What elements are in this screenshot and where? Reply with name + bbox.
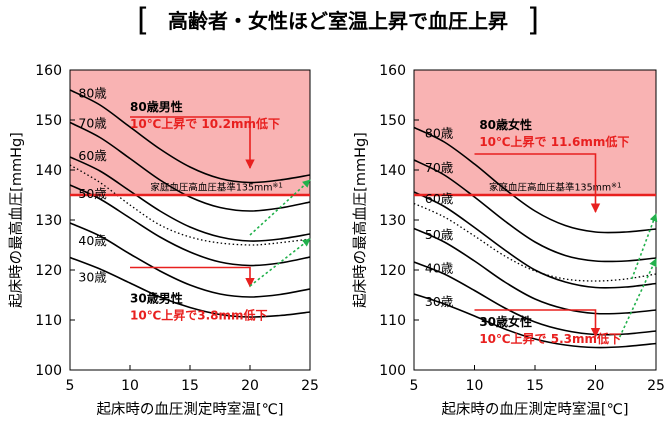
drop-arrow-2 <box>130 266 255 288</box>
chart-panel-2: 家庭血圧高血圧基準135mm※1 80歳 70歳 60歳 50歳 40歳 30歳 80歳女性 1… <box>352 63 664 418</box>
series-line-6 <box>414 293 656 349</box>
threshold-label: 家庭血圧高血圧基準135mm※1 <box>150 182 282 194</box>
y-tick-label-6: 150 <box>379 113 406 129</box>
age-label-3: 60歳 <box>425 191 454 206</box>
series-line-5 <box>414 261 656 336</box>
series-line-3 <box>70 156 310 242</box>
age-label-3: 60歳 <box>78 148 107 163</box>
annotation-value-1: 10℃上昇で 10.2mm低下 <box>130 116 280 131</box>
title-bracket-left: [ <box>137 2 149 38</box>
x-tick-label-2: 10 <box>121 378 139 394</box>
series-group <box>70 89 310 318</box>
series-line-4 <box>70 184 310 267</box>
x-tick-label-4: 20 <box>587 378 605 394</box>
series-line-dotted <box>70 164 310 246</box>
annotation-label-2: 30歳男性 <box>130 291 183 306</box>
series-line-3 <box>414 191 656 289</box>
y-tick-label-2: 110 <box>379 313 406 329</box>
threshold-note: ※1 <box>611 182 621 190</box>
y-tick-label-7: 160 <box>35 63 62 79</box>
drop-arrow-2 <box>474 309 601 338</box>
y-tick-label-5: 140 <box>379 163 406 179</box>
rise-arrow-1 <box>618 258 657 338</box>
series-line-1 <box>414 126 656 234</box>
age-label-4: 50歳 <box>425 227 454 242</box>
x-tick-label-3: 15 <box>526 378 544 394</box>
threshold-note: ※1 <box>273 182 283 190</box>
hypertension-zone <box>414 70 656 195</box>
chart-panel-1: 家庭血圧高血圧基準135mm※1 80歳 70歳 60歳 50歳 40歳 30歳 80歳男性 1… <box>8 63 319 418</box>
age-label-1: 80歳 <box>425 126 454 141</box>
annotation-value-2: 10℃上昇で 5.3mm低下 <box>479 331 621 346</box>
drop-arrow-1 <box>130 116 255 169</box>
rise-arrow-2 <box>631 213 658 280</box>
y-tick-label-2: 110 <box>35 313 62 329</box>
x-axis-label: 起床時の血圧測定時室温[℃] <box>96 401 283 418</box>
y-tick-label-4: 130 <box>379 213 406 229</box>
title-bracket-right: ] <box>527 2 539 38</box>
y-tick-label-5: 140 <box>35 163 62 179</box>
series-line-6 <box>70 256 310 318</box>
series-line-2 <box>70 121 310 212</box>
y-tick-label-3: 120 <box>379 263 406 279</box>
y-tick-label-4: 130 <box>35 213 62 229</box>
age-label-1: 80歳 <box>78 86 107 101</box>
y-tick-label-1: 100 <box>35 363 62 379</box>
x-axis-label: 起床時の血圧測定時室温[℃] <box>441 401 628 418</box>
x-tick-label-5: 25 <box>301 378 319 394</box>
age-label-6: 30歳 <box>425 294 454 309</box>
x-tick-label-1: 5 <box>410 378 419 394</box>
series-group <box>414 126 656 349</box>
drop-arrow-1 <box>474 153 601 213</box>
age-label-6: 30歳 <box>78 270 107 285</box>
y-tick-label-1: 100 <box>379 363 406 379</box>
series-line-2 <box>414 159 656 263</box>
figure-title: 高齢者・女性ほど室温上昇で血圧上昇 <box>168 9 508 33</box>
annotation-label-1: 80歳男性 <box>130 99 183 114</box>
annotation-label-1: 80歳女性 <box>479 117 532 132</box>
series-line-1 <box>70 89 310 184</box>
y-axis-label: 起床時の最高血圧[mmHg] <box>8 132 25 308</box>
annotation-value-2: 10℃上昇で3.8mm低下 <box>130 308 268 323</box>
age-label-2: 70歳 <box>425 160 454 175</box>
age-label-4: 50歳 <box>78 186 107 201</box>
y-tick-label-7: 160 <box>379 63 406 79</box>
age-label-5: 40歳 <box>78 233 107 248</box>
x-tick-label-1: 5 <box>66 378 75 394</box>
y-tick-label-3: 120 <box>35 263 62 279</box>
annotation-value-1: 10℃上昇で 11.6mm低下 <box>479 134 629 149</box>
x-tick-label-3: 15 <box>181 378 199 394</box>
age-label-2: 70歳 <box>78 116 107 131</box>
rise-arrow-2 <box>249 179 311 236</box>
annotation-label-2: 30歳女性 <box>479 314 532 329</box>
x-tick-label-5: 25 <box>647 378 664 394</box>
x-tick-label-4: 20 <box>241 378 259 394</box>
series-line-5 <box>70 222 310 298</box>
age-label-5: 40歳 <box>425 261 454 276</box>
threshold-label: 家庭血圧高血圧基準135mm※1 <box>489 182 621 194</box>
x-tick-label-2: 10 <box>466 378 484 394</box>
y-tick-label-6: 150 <box>35 113 62 129</box>
hypertension-zone <box>70 70 310 195</box>
y-axis-label: 起床時の最高血圧[mmHg] <box>352 132 369 308</box>
series-line-4 <box>414 227 656 315</box>
